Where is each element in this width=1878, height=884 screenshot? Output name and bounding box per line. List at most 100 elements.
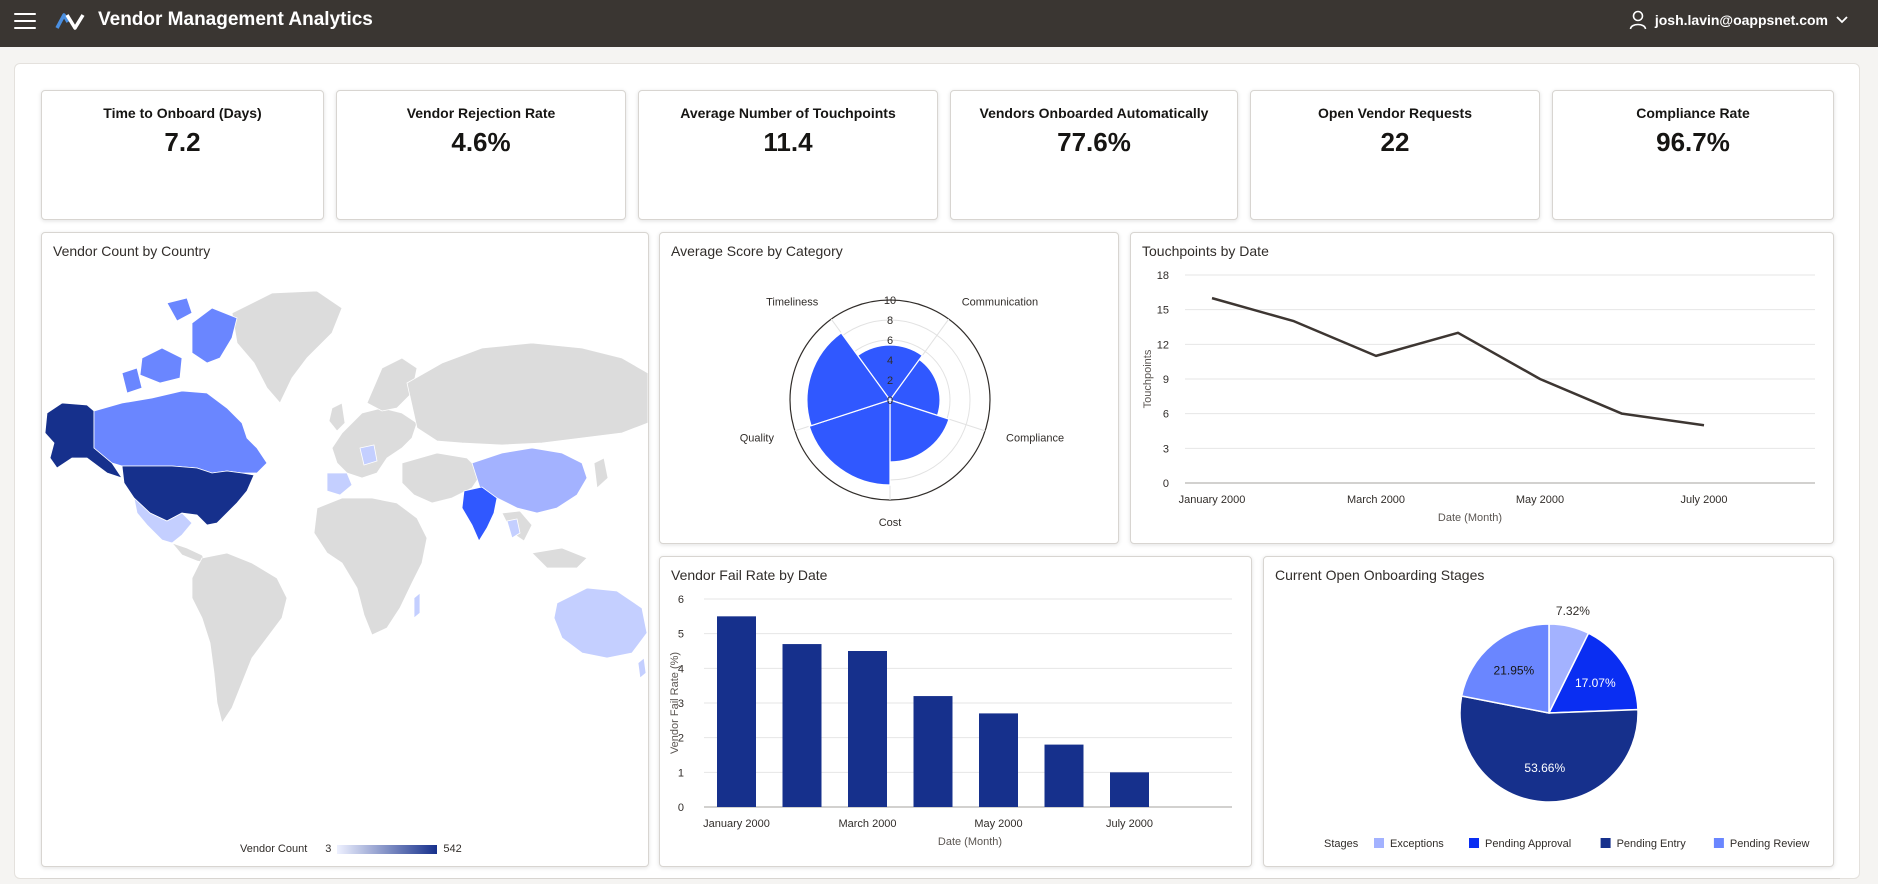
map-title: Vendor Count by Country [53, 243, 211, 259]
kpi-card-time-to-onboard: Time to Onboard (Days) 7.2 [41, 90, 324, 220]
chart-title: Vendor Fail Rate by Date [671, 567, 828, 583]
line-y-tick-label: 0 [1163, 478, 1169, 490]
bar-mark[interactable] [1044, 744, 1084, 807]
kpi-title: Average Number of Touchpoints [680, 105, 896, 121]
chart-title: Current Open Onboarding Stages [1275, 567, 1485, 583]
bar-y-axis-label: Vendor Fail Rate (%) [669, 652, 681, 754]
top-bar: Vendor Management Analytics josh.lavin@o… [0, 0, 1878, 47]
bar-x-tick-label: May 2000 [974, 818, 1022, 830]
kpi-title: Compliance Rate [1636, 105, 1750, 121]
kpi-card-rejection-rate: Vendor Rejection Rate 4.6% [336, 90, 626, 220]
chart-title: Average Score by Category [671, 243, 843, 259]
pie-slice[interactable] [1547, 632, 1639, 714]
pie-legend-label: Pending Approval [1485, 838, 1571, 850]
polar-sector[interactable] [808, 399, 891, 486]
map-region-greenland[interactable] [231, 290, 343, 404]
line-y-axis-label: Touchpoints [1142, 349, 1154, 408]
kpi-value: 22 [1380, 127, 1410, 157]
polar-category-label: Communication [962, 296, 1038, 308]
pie-legend-swatch [1374, 838, 1384, 848]
map-region-australia[interactable] [553, 587, 648, 659]
line-y-tick-label: 9 [1163, 374, 1169, 386]
map-region-africa[interactable] [313, 497, 428, 636]
bar-y-tick-label: 4 [678, 663, 684, 675]
bar-x-tick-label: January 2000 [703, 818, 770, 830]
polar-category-label: Cost [879, 517, 902, 529]
kpi-value: 7.2 [164, 127, 201, 157]
kpi-value: 11.4 [763, 127, 813, 157]
map-region-canada-islands[interactable] [121, 297, 238, 394]
pie-legend-swatch [1469, 838, 1479, 848]
pie-slice[interactable] [1460, 623, 1550, 714]
pie-legend-swatch [1713, 838, 1724, 848]
map-region-thailand[interactable] [506, 518, 521, 539]
line-x-axis-label: Date (Month) [1438, 512, 1502, 524]
pie-legend-swatch [1600, 838, 1611, 848]
line-y-tick-label: 12 [1157, 339, 1169, 351]
bar-x-tick-label: March 2000 [838, 818, 896, 830]
pie-legend-label: Pending Entry [1617, 838, 1687, 850]
kpi-value: 4.6% [451, 127, 511, 157]
bar-y-tick-label: 5 [678, 629, 684, 641]
kpi-card-touchpoints: Average Number of Touchpoints 11.4 [638, 90, 938, 220]
line-y-tick-label: 18 [1157, 270, 1169, 282]
map-region-alaska[interactable] [44, 402, 123, 479]
hamburger-icon[interactable] [14, 13, 36, 31]
map-region-germany[interactable] [359, 444, 378, 466]
map-region-south-america[interactable] [191, 552, 288, 724]
bar-chart: 0 1 2 3 4 5 6 January 2000 March 2000 May 2000 Jul… [669, 594, 1232, 848]
polar-chart: 10 8 6 4 2 0 Timeliness Communication Compliance… [740, 295, 1064, 529]
map-legend-label: Vendor Count [240, 843, 308, 855]
app-title: Vendor Management Analytics [98, 9, 373, 30]
polar-chart-card: Average Score by Category 10 8 6 4 2 0 Timelin… [659, 232, 1119, 544]
bar-x-axis-label: Date (Month) [938, 836, 1002, 848]
pie-data-label: 53.66% [1524, 761, 1565, 775]
bar-mark[interactable] [1110, 772, 1149, 807]
map-region-mexico[interactable] [133, 496, 193, 544]
bar-mark[interactable] [848, 651, 887, 807]
line-y-tick-label: 6 [1163, 409, 1169, 421]
bar-mark[interactable] [782, 644, 822, 807]
polar-tick-label: 2 [887, 375, 893, 387]
bar-x-tick-label: July 2000 [1106, 818, 1153, 830]
bar-mark[interactable] [979, 713, 1018, 807]
polar-sector[interactable] [806, 332, 891, 427]
bar-chart-card: Vendor Fail Rate by Date 0 1 2 3 4 5 6 January … [659, 556, 1252, 867]
line-series-touchpoints[interactable] [1211, 296, 1705, 427]
polar-tick-label: 8 [887, 315, 893, 327]
map-region-canada[interactable] [93, 390, 268, 474]
bar-mark[interactable] [913, 696, 953, 807]
bar-mark[interactable] [717, 616, 756, 807]
kpi-title: Vendors Onboarded Automatically [979, 105, 1209, 121]
polar-tick-label: 6 [887, 335, 893, 347]
bar-y-tick-label: 0 [678, 802, 684, 814]
map-region-middle-east[interactable] [401, 452, 483, 504]
user-email: josh.lavin@oappsnet.com [1654, 12, 1828, 28]
pie-slice[interactable] [1459, 695, 1639, 803]
polar-tick-label: 4 [887, 355, 893, 367]
chevron-down-icon [1836, 16, 1848, 24]
map-region-india[interactable] [461, 486, 498, 542]
world-map[interactable] [42, 263, 648, 823]
map-region-japan[interactable] [593, 457, 609, 489]
pie-data-label: 21.95% [1494, 663, 1535, 677]
kpi-title: Vendor Rejection Rate [406, 105, 556, 121]
user-menu[interactable]: josh.lavin@oappsnet.com [1629, 10, 1856, 30]
line-x-tick-label: May 2000 [1516, 494, 1564, 506]
user-icon [1629, 10, 1647, 30]
bar-y-tick-label: 1 [678, 767, 684, 779]
polar-tick-label: 10 [884, 295, 896, 307]
chart-title: Touchpoints by Date [1142, 243, 1269, 259]
map-region-madagascar[interactable] [413, 592, 421, 619]
line-chart: 0 3 6 9 12 15 18 January 2000 March 2000 May 2000… [1142, 270, 1815, 524]
polar-sector[interactable] [856, 344, 924, 402]
kpi-card-compliance-rate: Compliance Rate 96.7% [1552, 90, 1834, 220]
polar-category-label: Quality [740, 433, 775, 445]
map-region-uk[interactable] [328, 402, 346, 432]
map-region-russia[interactable] [406, 342, 648, 446]
pie-data-label: 7.32% [1556, 604, 1590, 618]
polar-sector[interactable] [889, 358, 941, 417]
map-region-spain[interactable] [326, 472, 353, 496]
polar-sector[interactable] [889, 399, 950, 463]
map-region-new-zealand[interactable] [637, 657, 647, 679]
